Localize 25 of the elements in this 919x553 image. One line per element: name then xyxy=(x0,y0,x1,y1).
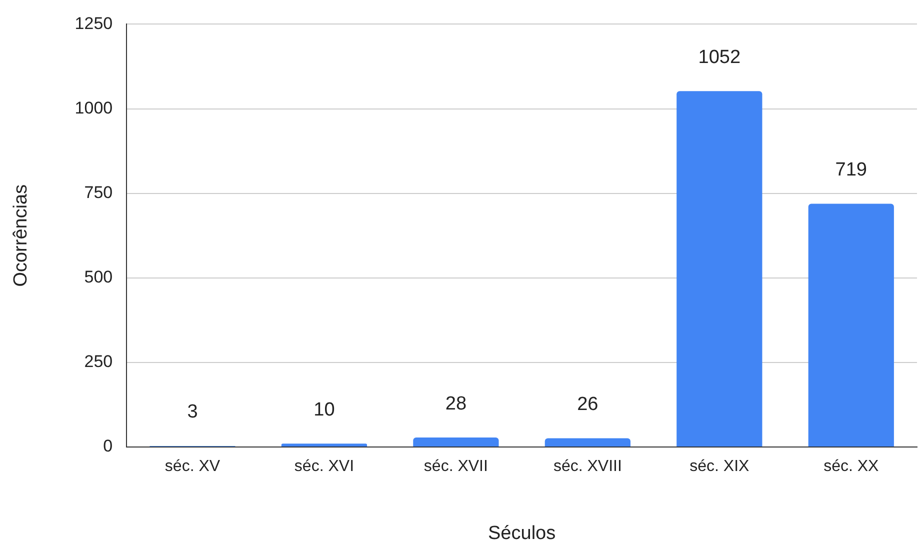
y-tick-label: 750 xyxy=(84,183,113,202)
bar xyxy=(281,444,368,446)
x-axis-title: Séculos xyxy=(488,522,556,544)
x-tick-label: séc. XV xyxy=(164,458,220,476)
data-label: 3 xyxy=(187,402,198,423)
y-tick-label: 500 xyxy=(84,268,113,287)
x-tick-label: séc. XVII xyxy=(424,458,488,476)
y-axis-title: Ocorrências xyxy=(10,184,32,287)
bar xyxy=(544,438,630,446)
x-tick-label: séc. XIX xyxy=(690,458,750,476)
y-tick-label: 1000 xyxy=(74,98,113,118)
x-tick-label: séc. XVI xyxy=(294,458,354,476)
x-tick-label: séc. XX xyxy=(824,458,880,476)
y-tick-label: 1250 xyxy=(74,14,113,33)
x-tick-label: séc. XVIII xyxy=(553,458,622,476)
data-label: 26 xyxy=(577,394,598,415)
bar xyxy=(808,204,894,446)
bar xyxy=(676,91,762,446)
data-label: 719 xyxy=(835,160,867,181)
data-label: 10 xyxy=(314,399,335,420)
y-tick-label: 0 xyxy=(103,436,113,456)
data-label: 28 xyxy=(445,393,467,414)
bar xyxy=(413,438,499,446)
data-label: 1052 xyxy=(698,46,741,68)
y-tick-label: 250 xyxy=(84,352,113,372)
